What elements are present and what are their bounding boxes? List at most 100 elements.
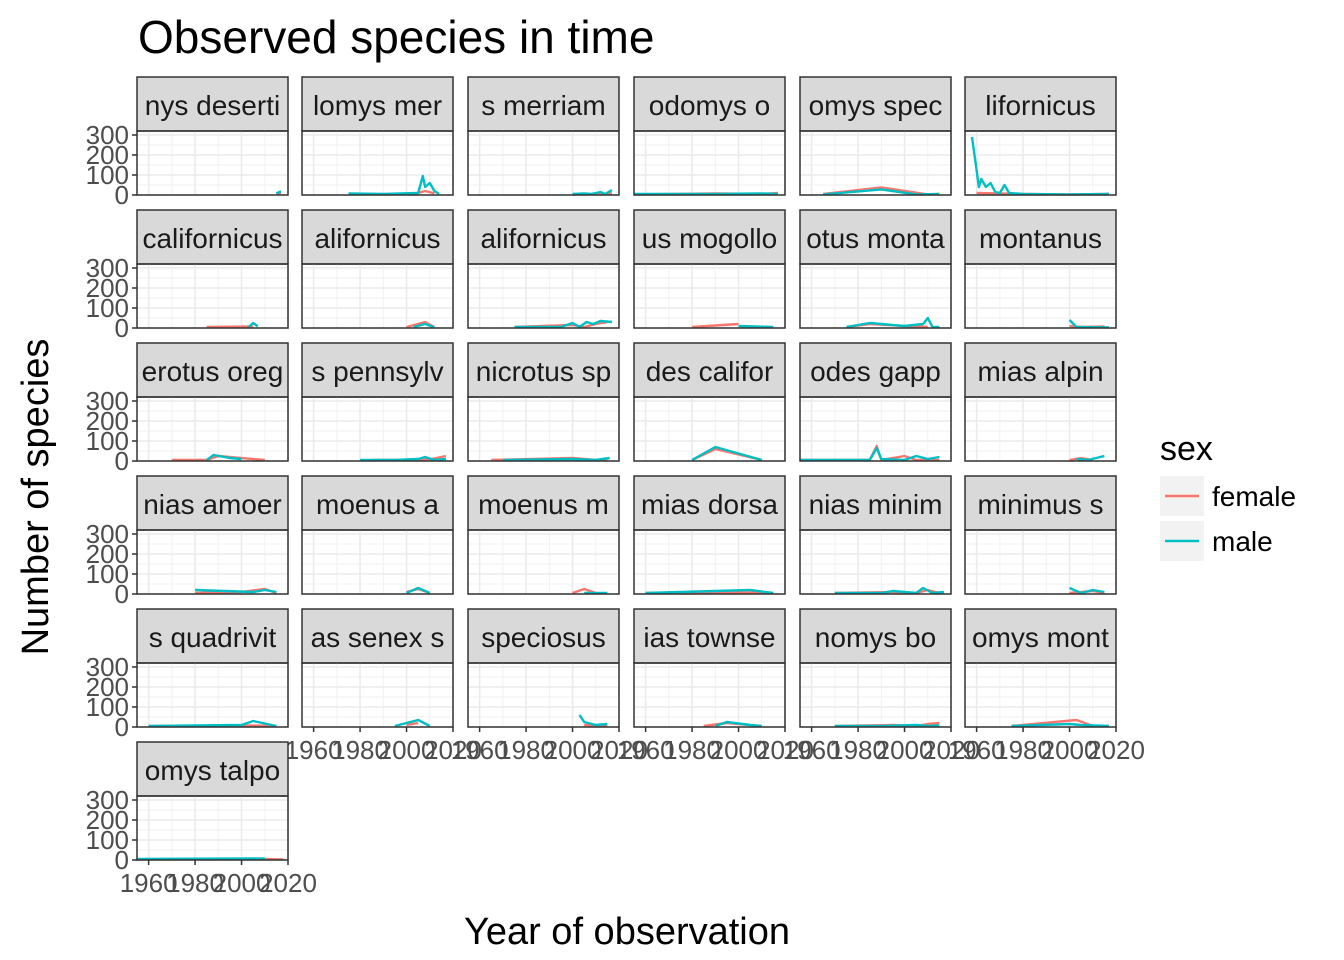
- panel-border: [467, 130, 620, 196]
- y-tick-label: 300: [86, 652, 129, 682]
- facet-strip-label: des califor: [646, 356, 774, 387]
- panel-border: [301, 529, 454, 595]
- facet-panel: nias minim: [799, 475, 952, 595]
- facet-panel: minimus s: [964, 475, 1117, 595]
- y-tick-label: 100: [86, 559, 129, 589]
- panel-grid: [137, 663, 289, 728]
- panel-grid: [468, 397, 620, 462]
- panel-border: [633, 396, 786, 462]
- panel-grid: [468, 530, 620, 595]
- facet-strip-label: s pennsylv: [311, 356, 443, 387]
- facet-strip-label: speciosus: [481, 622, 606, 653]
- facet-panel: odomys o: [633, 76, 786, 196]
- y-tick-label: 300: [86, 519, 129, 549]
- facet-panel: moenus a: [301, 475, 454, 595]
- x-tick-label: 1960: [948, 735, 1006, 765]
- facet-strip: [136, 76, 289, 132]
- facet-strip: [633, 342, 786, 398]
- facet-strip-label: odes gapp: [810, 356, 941, 387]
- panel-grid: [965, 397, 1117, 462]
- panel-border: [633, 130, 786, 196]
- y-tick-label: 0: [115, 180, 129, 210]
- facet-strip: [136, 342, 289, 398]
- panel-border: [301, 263, 454, 329]
- panel-border: [136, 263, 289, 329]
- facet-strip: [136, 475, 289, 531]
- series-line-male: [1011, 722, 1110, 728]
- panel-border: [799, 529, 952, 595]
- panel-grid: [137, 530, 289, 595]
- series-line-male: [1068, 319, 1110, 329]
- y-tick-label: 0: [115, 579, 129, 609]
- panel-border: [301, 130, 454, 196]
- x-tick-label: 2000: [1041, 735, 1099, 765]
- panel-border: [799, 396, 952, 462]
- facet-strip-label: lomys mer: [313, 90, 442, 121]
- panel-border: [136, 396, 289, 462]
- facet-panel: moenus m: [467, 475, 620, 595]
- facet-strip-label: moenus m: [478, 489, 609, 520]
- panel-border: [964, 130, 1117, 196]
- panel-grid: [634, 131, 786, 196]
- series-line-male: [691, 445, 763, 462]
- panel-border: [964, 396, 1117, 462]
- x-tick-label: 1980: [331, 735, 389, 765]
- facet-strip: [964, 209, 1117, 265]
- facet-strip: [799, 475, 952, 531]
- x-tick-label: 1960: [451, 735, 509, 765]
- x-tick-label: 1980: [497, 735, 555, 765]
- panel-grid: [468, 131, 620, 196]
- panel-border: [964, 263, 1117, 329]
- y-tick-label: 200: [86, 273, 129, 303]
- series-line-male: [634, 192, 779, 196]
- series-line-male: [834, 723, 940, 728]
- panel-border: [136, 662, 289, 728]
- facet-strip-label: mias dorsa: [641, 489, 778, 520]
- x-tick-label: 1960: [783, 735, 841, 765]
- facet-panel: lomys mer: [301, 76, 454, 196]
- panel-grid: [468, 663, 620, 728]
- facet-strip: [964, 475, 1117, 531]
- panel-border: [301, 662, 454, 728]
- facet-panel: alifornicus: [467, 209, 620, 329]
- x-tick-label: 2020: [259, 868, 317, 898]
- facet-panel: odes gapp: [799, 342, 952, 462]
- panel-border: [467, 263, 620, 329]
- facet-panel: lifornicus: [964, 76, 1117, 196]
- facet-panel: s pennsylv: [301, 342, 454, 462]
- series-line-female: [206, 325, 254, 329]
- panel-border: [799, 263, 952, 329]
- series-line-male: [195, 588, 277, 594]
- facet-strip-label: erotus oreg: [142, 356, 284, 387]
- panel-border: [136, 529, 289, 595]
- panel-grid: [800, 131, 952, 196]
- series-line-female: [572, 587, 597, 595]
- series-line-male: [823, 188, 940, 196]
- facet-strip: [799, 209, 952, 265]
- facet-strip-label: mias alpin: [977, 356, 1103, 387]
- facet-strip-label: montanus: [979, 223, 1102, 254]
- panel-grid: [965, 530, 1117, 595]
- series-line-female: [514, 320, 608, 329]
- series-line-male: [738, 324, 774, 329]
- facet-strip: [301, 209, 454, 265]
- facet-strip-label: californicus: [142, 223, 282, 254]
- facet-panel: nicrotus sp: [467, 342, 620, 462]
- series-line-male: [247, 321, 259, 328]
- legend-label: female: [1212, 481, 1296, 512]
- series-line-male: [136, 857, 265, 861]
- panel-grid: [137, 796, 289, 861]
- panel-grid: [468, 264, 620, 329]
- panel-border: [964, 662, 1117, 728]
- series-line-male: [502, 456, 610, 462]
- facet-strip-label: nias amoer: [143, 489, 282, 520]
- panel-border: [301, 396, 454, 462]
